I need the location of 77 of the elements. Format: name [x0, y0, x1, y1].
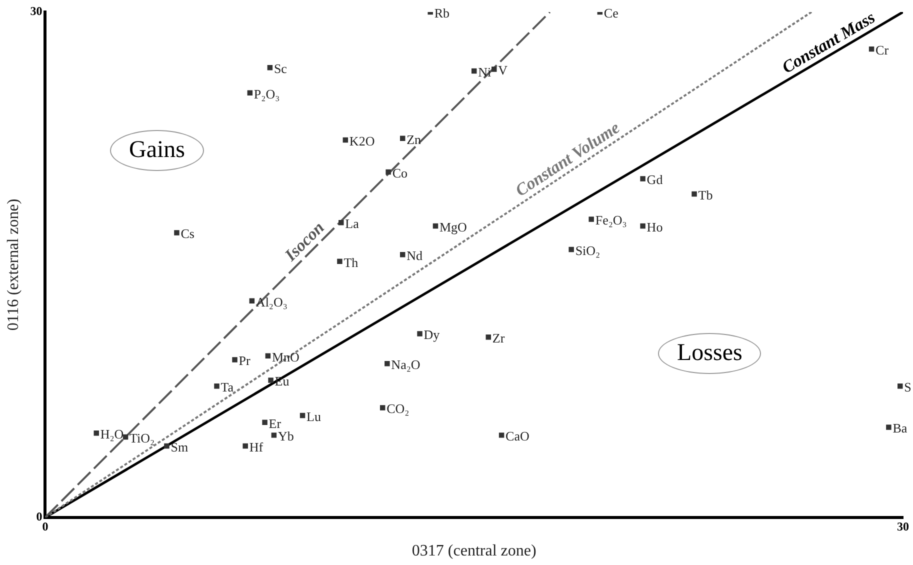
series-label: S	[904, 380, 912, 395]
series-label: Hf	[249, 439, 264, 454]
series-label: Yb	[278, 428, 294, 444]
point	[498, 432, 504, 438]
point	[174, 230, 180, 236]
series-label: CaO	[506, 428, 530, 444]
point	[247, 90, 253, 96]
point	[868, 46, 874, 52]
series-label: Sc	[274, 61, 288, 76]
point	[265, 353, 271, 358]
series-label: Fe₂O₃	[595, 212, 627, 228]
series-label: SiO₂	[575, 242, 600, 258]
series-label: P₂O₃	[254, 86, 280, 102]
point	[386, 169, 391, 175]
point	[491, 66, 497, 72]
point	[271, 432, 277, 438]
point	[164, 443, 170, 449]
series-label: Gd	[646, 172, 664, 188]
series-label: Er	[268, 416, 282, 431]
point	[417, 331, 422, 336]
series-label: Co	[392, 165, 408, 180]
series-label: V	[498, 62, 508, 78]
series-label: MgO	[440, 219, 467, 234]
point	[232, 357, 238, 362]
series-label: TiO₂	[130, 430, 155, 446]
series-label: Ba	[892, 420, 908, 436]
point	[400, 136, 406, 141]
point	[268, 378, 274, 383]
series-label: H₂O	[100, 426, 124, 442]
point	[262, 420, 268, 426]
y-axis-title: 0116 (external zone)	[4, 198, 22, 331]
point	[300, 412, 306, 418]
series-label: La	[345, 216, 360, 232]
point	[692, 191, 697, 197]
point	[471, 68, 477, 74]
point	[486, 334, 492, 340]
series-label: K2O	[349, 133, 375, 148]
series-label: Ta	[220, 380, 234, 395]
series-label: Dy	[424, 327, 440, 342]
series-label: Eu	[274, 374, 290, 389]
point	[886, 424, 892, 430]
series-label: CO₂	[386, 401, 410, 416]
series-label: Cr	[876, 42, 890, 58]
point	[249, 298, 255, 304]
series-label: Pr	[238, 353, 252, 368]
point	[342, 137, 348, 143]
point	[337, 258, 342, 264]
series-label: Rb	[434, 5, 450, 20]
series-label: Na₂O	[391, 357, 420, 372]
series-label: Th	[344, 254, 359, 270]
point	[898, 384, 903, 389]
point	[432, 223, 438, 229]
series-label: Ce	[604, 5, 619, 20]
series-label: Ho	[646, 219, 663, 234]
point	[568, 246, 574, 252]
series-label: Sm	[170, 439, 188, 454]
annotation: Losses	[658, 333, 762, 374]
series-label: Tb	[698, 187, 713, 202]
series-label: Cs	[180, 226, 194, 242]
point	[94, 430, 100, 436]
series-label: Zn	[406, 132, 422, 147]
point	[214, 384, 220, 389]
point	[400, 252, 406, 258]
point	[384, 360, 390, 366]
point	[640, 223, 646, 229]
point	[640, 176, 646, 182]
point	[267, 64, 273, 70]
x-axis-title: 0317 (central zone)	[412, 542, 536, 560]
point	[380, 405, 386, 410]
annotation: Gains	[110, 130, 204, 171]
series-label: Zr	[492, 330, 506, 346]
point	[242, 443, 248, 449]
series-label: Lu	[306, 408, 322, 424]
series-label: Nd	[406, 248, 424, 264]
series-label: Ni	[478, 64, 492, 80]
point	[588, 216, 594, 222]
point	[338, 220, 344, 226]
